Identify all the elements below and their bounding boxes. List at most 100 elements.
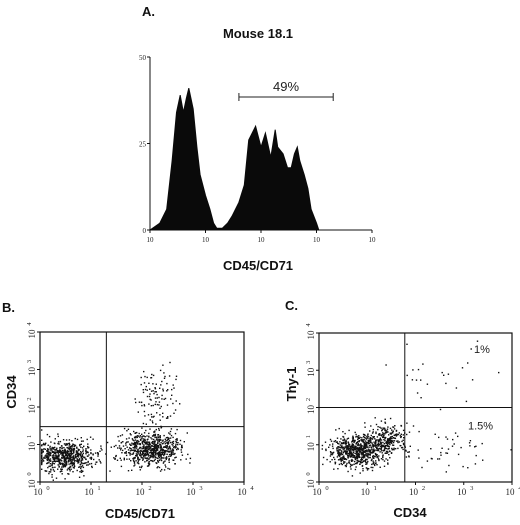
data-point [363,447,365,449]
data-point [146,450,148,452]
data-point [151,441,153,444]
data-point [67,456,69,459]
data-point [172,445,174,447]
data-point [172,440,175,443]
data-point [447,373,450,375]
data-point [346,450,348,453]
data-point [90,462,93,465]
data-point [373,436,375,438]
data-point [140,439,142,441]
data-point [151,448,154,450]
y-tick-label: 10 [306,330,316,340]
data-point [338,427,340,430]
data-point [53,452,55,454]
data-point [389,417,392,420]
data-point [137,435,140,437]
data-point [79,453,81,455]
data-point [381,444,383,447]
data-point [125,438,128,440]
data-point [172,402,174,405]
x-tick-exponent: 3 [199,485,202,492]
data-point [48,435,51,438]
data-point [186,432,188,434]
data-point [41,429,43,431]
data-point [150,459,152,462]
data-point [354,460,356,463]
data-point [118,447,121,449]
data-point [374,417,376,419]
data-point [372,462,374,464]
data-point [152,404,154,407]
data-point [157,436,159,438]
data-point [65,454,67,456]
data-point [133,439,135,442]
y-tick-exponent: 1 [26,435,33,438]
data-point [60,453,62,455]
data-point [392,444,395,446]
data-point [60,469,62,471]
data-point [53,451,55,453]
data-point [155,383,157,385]
data-point [367,455,369,457]
data-point [132,439,134,441]
data-point [377,448,379,450]
data-point [373,463,376,465]
data-point [371,445,374,447]
data-point [365,449,368,452]
data-point [383,427,386,429]
data-point [87,443,89,445]
data-point [385,447,388,450]
data-point [375,441,377,443]
y-tick-exponent: 1 [305,435,312,438]
data-point [48,471,50,473]
data-point [375,431,377,433]
data-point [57,441,60,443]
data-point [366,462,368,464]
data-point [154,430,156,432]
data-point [386,430,388,432]
data-point [371,448,373,450]
data-point [61,470,63,472]
x-tick-label: 10 [361,487,371,497]
data-point [367,442,369,445]
data-point [144,457,147,459]
data-point [139,451,141,453]
data-point [144,375,146,378]
data-point [392,448,395,451]
y-tick-label: 10 [306,479,316,489]
data-point [152,449,155,452]
data-point [154,440,156,442]
data-point [164,443,166,445]
data-point [59,446,62,449]
data-point [358,456,360,458]
data-point [325,449,327,452]
data-point [169,449,171,451]
data-point [132,443,134,446]
data-point [150,445,152,447]
data-point [151,455,154,458]
data-point [351,444,353,446]
data-point [430,448,432,450]
data-point [160,448,162,450]
data-point [156,412,158,414]
data-point [139,458,141,461]
data-point [347,449,349,451]
data-point [147,443,149,445]
data-point [349,466,352,468]
data-point [351,447,353,450]
data-point [356,458,359,460]
data-point [387,431,389,433]
data-point [400,445,402,447]
data-point [56,460,58,462]
data-point [180,459,182,461]
data-point [68,458,71,460]
data-point [62,439,65,441]
data-point [89,457,91,459]
data-point [140,383,142,386]
data-point [71,462,73,464]
data-point [57,455,59,457]
data-point [51,455,54,457]
data-point [67,457,69,460]
data-point [143,405,146,407]
data-point [379,439,381,441]
